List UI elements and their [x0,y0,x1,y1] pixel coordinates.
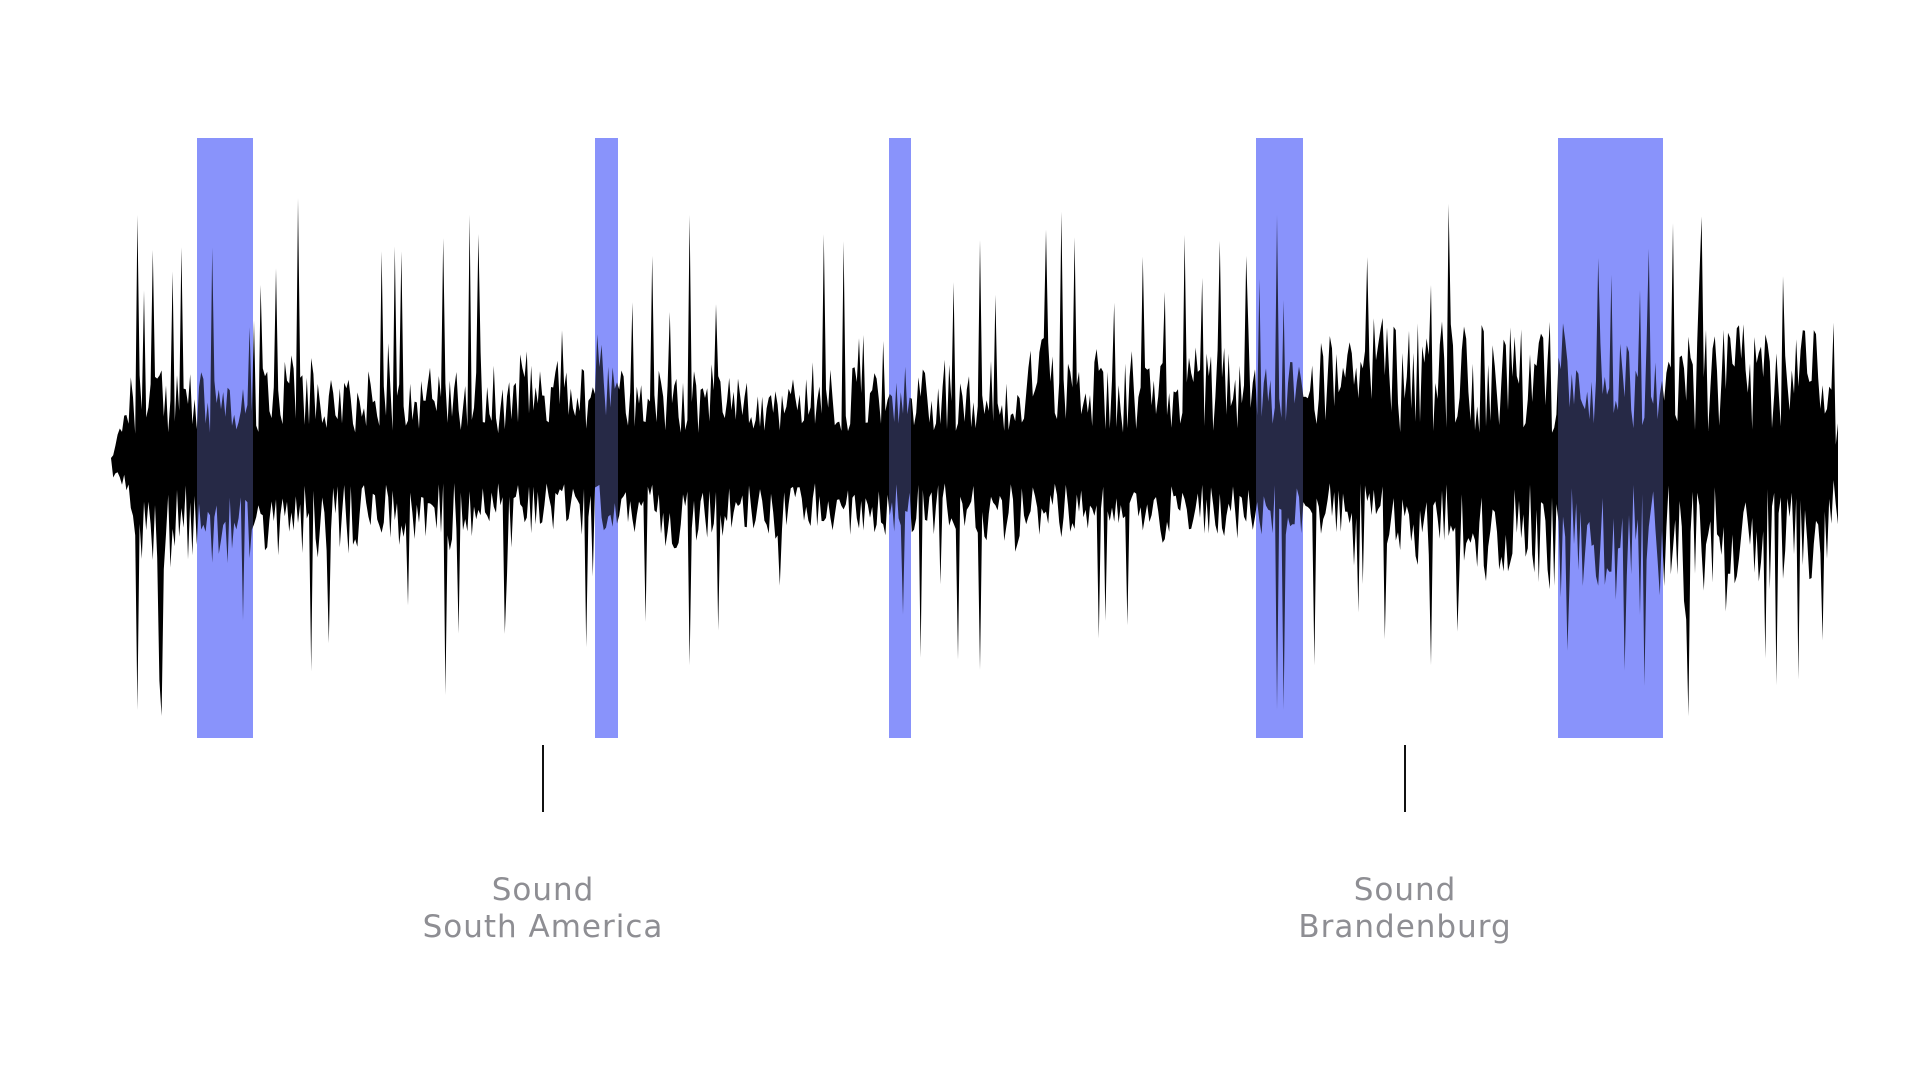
highlight-overlay-segment-2 [595,138,618,738]
highlight-overlay-segment-5 [1558,138,1663,738]
highlight-overlay-segment-4 [1256,138,1303,738]
highlight-overlay-segment-3 [889,138,911,738]
highlight-overlay-segment-1 [197,138,253,738]
marker-label-brandenburg: Sound Brandenburg [1195,872,1615,946]
marker-label-line-2: South America [422,909,664,945]
marker-label-line-1: Sound [491,872,595,908]
marker-label-south-america: Sound South America [333,872,753,946]
marker-label-line-2: Brandenburg [1298,909,1512,945]
audio-waveform [111,198,1838,717]
marker-label-line-1: Sound [1353,872,1457,908]
highlight-overlays [197,138,1663,738]
